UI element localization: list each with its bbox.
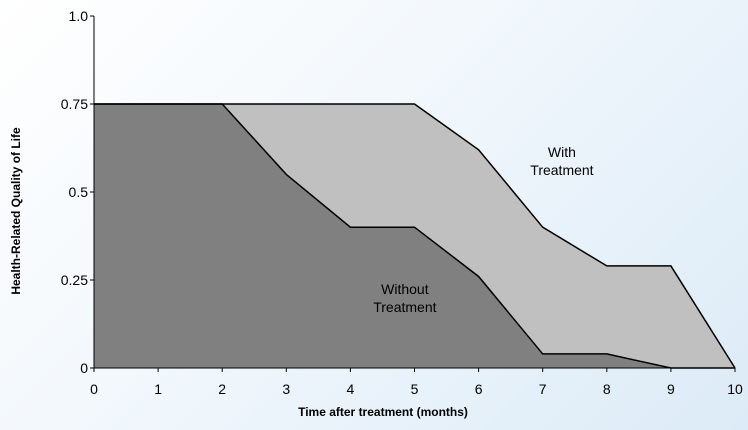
y-tick-label-1: 0.25	[61, 272, 88, 288]
x-tick-label-7: 7	[539, 381, 547, 397]
x-tick-label-2: 2	[218, 381, 226, 397]
y-tick-label-3: 0.75	[61, 96, 88, 112]
y-tick-label-4: 1.0	[69, 8, 89, 24]
annotation-1-line-1: Treatment	[373, 299, 436, 315]
chart-areas	[94, 104, 735, 368]
chart-annotations: With Treatment Without Treatment	[373, 144, 593, 315]
series-line-1	[94, 103, 735, 369]
x-tick-label-1: 1	[154, 381, 162, 397]
annotation-0-line-1: Treatment	[530, 162, 593, 178]
chart-lines	[94, 103, 736, 369]
x-tick-label-5: 5	[411, 381, 419, 397]
x-tick-label-6: 6	[475, 381, 483, 397]
annotation-1-line-0: Without	[381, 281, 429, 297]
y-axis-title: Health-Related Quality of Life	[9, 127, 23, 295]
annotation-0: With Treatment	[530, 144, 593, 178]
x-tick-label-3: 3	[282, 381, 290, 397]
x-tick-label-0: 0	[90, 381, 98, 397]
x-tick-label-9: 9	[667, 381, 675, 397]
y-tick-label-2: 0.5	[69, 184, 89, 200]
x-tick-label-4: 4	[347, 381, 355, 397]
annotation-1: Without Treatment	[373, 281, 436, 315]
y-tick-label-0: 0	[80, 360, 88, 376]
x-tick-label-8: 8	[603, 381, 611, 397]
x-axis-title: Time after treatment (months)	[298, 405, 468, 419]
chart-ticks: 0 0.25 0.5 0.75 1.0 0 1 2 3 4 5 6 7 8 9 10	[61, 8, 743, 397]
x-tick-label-10: 10	[727, 381, 743, 397]
annotation-0-line-0: With	[548, 144, 576, 160]
series-area-1	[94, 104, 735, 368]
